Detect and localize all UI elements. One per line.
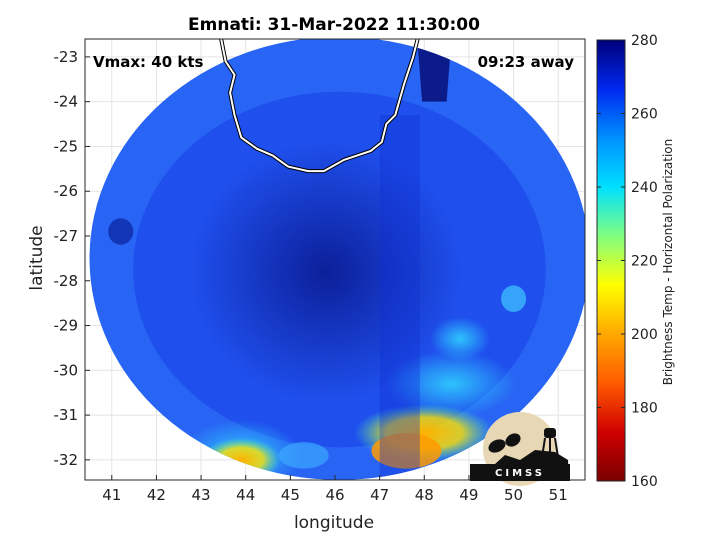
x-axis: 41 42 43 44 45 46 47 48 49 50 51 bbox=[102, 475, 568, 504]
logo-water-tower-legs bbox=[540, 437, 560, 465]
feature-band-east bbox=[386, 350, 517, 417]
colorbar-tick-label: 240 bbox=[631, 180, 658, 196]
y-tick-label: -29 bbox=[54, 317, 79, 335]
time-away-annotation: 09:23 away bbox=[478, 53, 575, 71]
y-axis: -23 -24 -25 -26 -27 -28 -29 -30 -31 -32 bbox=[54, 48, 90, 469]
x-tick-label: 48 bbox=[415, 486, 434, 504]
y-tick-label: -23 bbox=[54, 48, 79, 66]
x-tick-label: 50 bbox=[504, 486, 523, 504]
logo-banner bbox=[470, 464, 570, 481]
y-tick-label: -25 bbox=[54, 137, 79, 155]
swath-seam bbox=[379, 115, 420, 480]
feature-cell-east bbox=[501, 285, 527, 312]
logo-text: CIMSS bbox=[495, 468, 545, 479]
colorbar-tick-label: 200 bbox=[631, 327, 658, 343]
x-axis-label: longitude bbox=[294, 513, 374, 533]
cold-core bbox=[188, 138, 464, 405]
y-tick-label: -27 bbox=[54, 227, 79, 245]
x-tick-label: 43 bbox=[192, 486, 211, 504]
swath-layer bbox=[89, 39, 585, 480]
colorbar-tick-label: 180 bbox=[631, 401, 658, 417]
x-tick-label: 41 bbox=[102, 486, 121, 504]
coastline bbox=[220, 39, 419, 173]
x-tick-label: 47 bbox=[370, 486, 389, 504]
feature-cold-west bbox=[108, 218, 134, 245]
logo-dish-left bbox=[488, 439, 506, 453]
vmax-annotation: Vmax: 40 kts bbox=[93, 53, 203, 71]
logo-dish-right bbox=[505, 433, 521, 447]
swath-outer-band bbox=[89, 39, 585, 480]
colorbar-tick-label: 220 bbox=[631, 254, 658, 270]
feature-hot-east bbox=[371, 433, 442, 469]
y-tick-label: -30 bbox=[54, 361, 79, 379]
feature-band-northeast bbox=[430, 316, 490, 362]
x-tick-label: 45 bbox=[281, 486, 300, 504]
x-tick-label: 49 bbox=[459, 486, 478, 504]
feature-cell-south bbox=[278, 442, 329, 469]
x-tick-label: 51 bbox=[549, 486, 568, 504]
colorbar-ticks: 280 260 240 220 200 180 160 bbox=[597, 33, 658, 490]
colorbar-tick-label: 160 bbox=[631, 474, 658, 490]
y-tick-label: -26 bbox=[54, 182, 79, 200]
y-tick-label: -28 bbox=[54, 272, 79, 290]
x-tick-label: 46 bbox=[325, 486, 344, 504]
cimss-logo: CIMSS bbox=[470, 412, 570, 486]
y-tick-label: -31 bbox=[54, 406, 79, 424]
y-tick-label: -32 bbox=[54, 451, 79, 469]
chart-title: Emnati: 31-Mar-2022 11:30:00 bbox=[188, 15, 480, 35]
colorbar-tick-label: 260 bbox=[631, 107, 658, 123]
logo-water-tower-tank bbox=[544, 428, 556, 438]
x-tick-label: 42 bbox=[147, 486, 166, 504]
feature-cold-northeast bbox=[417, 43, 452, 102]
y-axis-label: latitude bbox=[27, 225, 47, 290]
y-tick-label: -24 bbox=[54, 93, 79, 111]
x-tick-label: 44 bbox=[236, 486, 255, 504]
colorbar bbox=[596, 39, 626, 482]
colorbar-label: Brightness Temp - Horizontal Polarizatio… bbox=[661, 139, 675, 386]
colorbar-tick-label: 280 bbox=[631, 33, 658, 49]
